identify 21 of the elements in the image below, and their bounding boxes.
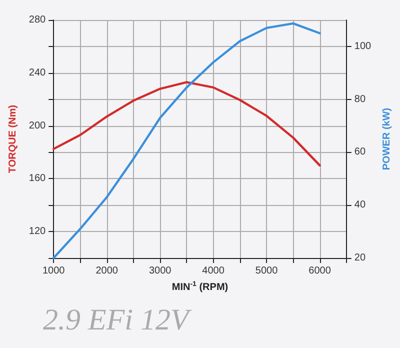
y-tick-label: 200: [28, 120, 46, 132]
y2-tick-label: 80: [354, 94, 366, 105]
line-series: [52, 22, 321, 260]
y2-tick-label: 20: [354, 252, 366, 264]
y-axis-title: TORQUE (Nm): [8, 104, 18, 174]
x-tick-label: 3000: [148, 266, 172, 276]
y2-tick-label: 40: [354, 200, 366, 211]
y2-tick-label: 100: [354, 40, 372, 52]
y-tick-label: 160: [28, 173, 46, 184]
x-tick-label: 1000: [42, 266, 66, 276]
y2-axis-title: POWER (kW): [382, 108, 392, 170]
y-tick-label: 120: [28, 226, 46, 238]
line-series: [52, 81, 321, 167]
x-tick-label: 5000: [255, 266, 278, 276]
x-tick-label: 2000: [96, 266, 118, 276]
text: 2.9 EFi 12V: [43, 304, 192, 336]
y-tick-label: 280: [28, 14, 46, 26]
x-tick-label: 6000: [308, 266, 332, 276]
y2-tick-label: 60: [354, 146, 366, 158]
y-tick-label: 240: [28, 67, 46, 78]
x-tick-label: 4000: [202, 266, 225, 276]
